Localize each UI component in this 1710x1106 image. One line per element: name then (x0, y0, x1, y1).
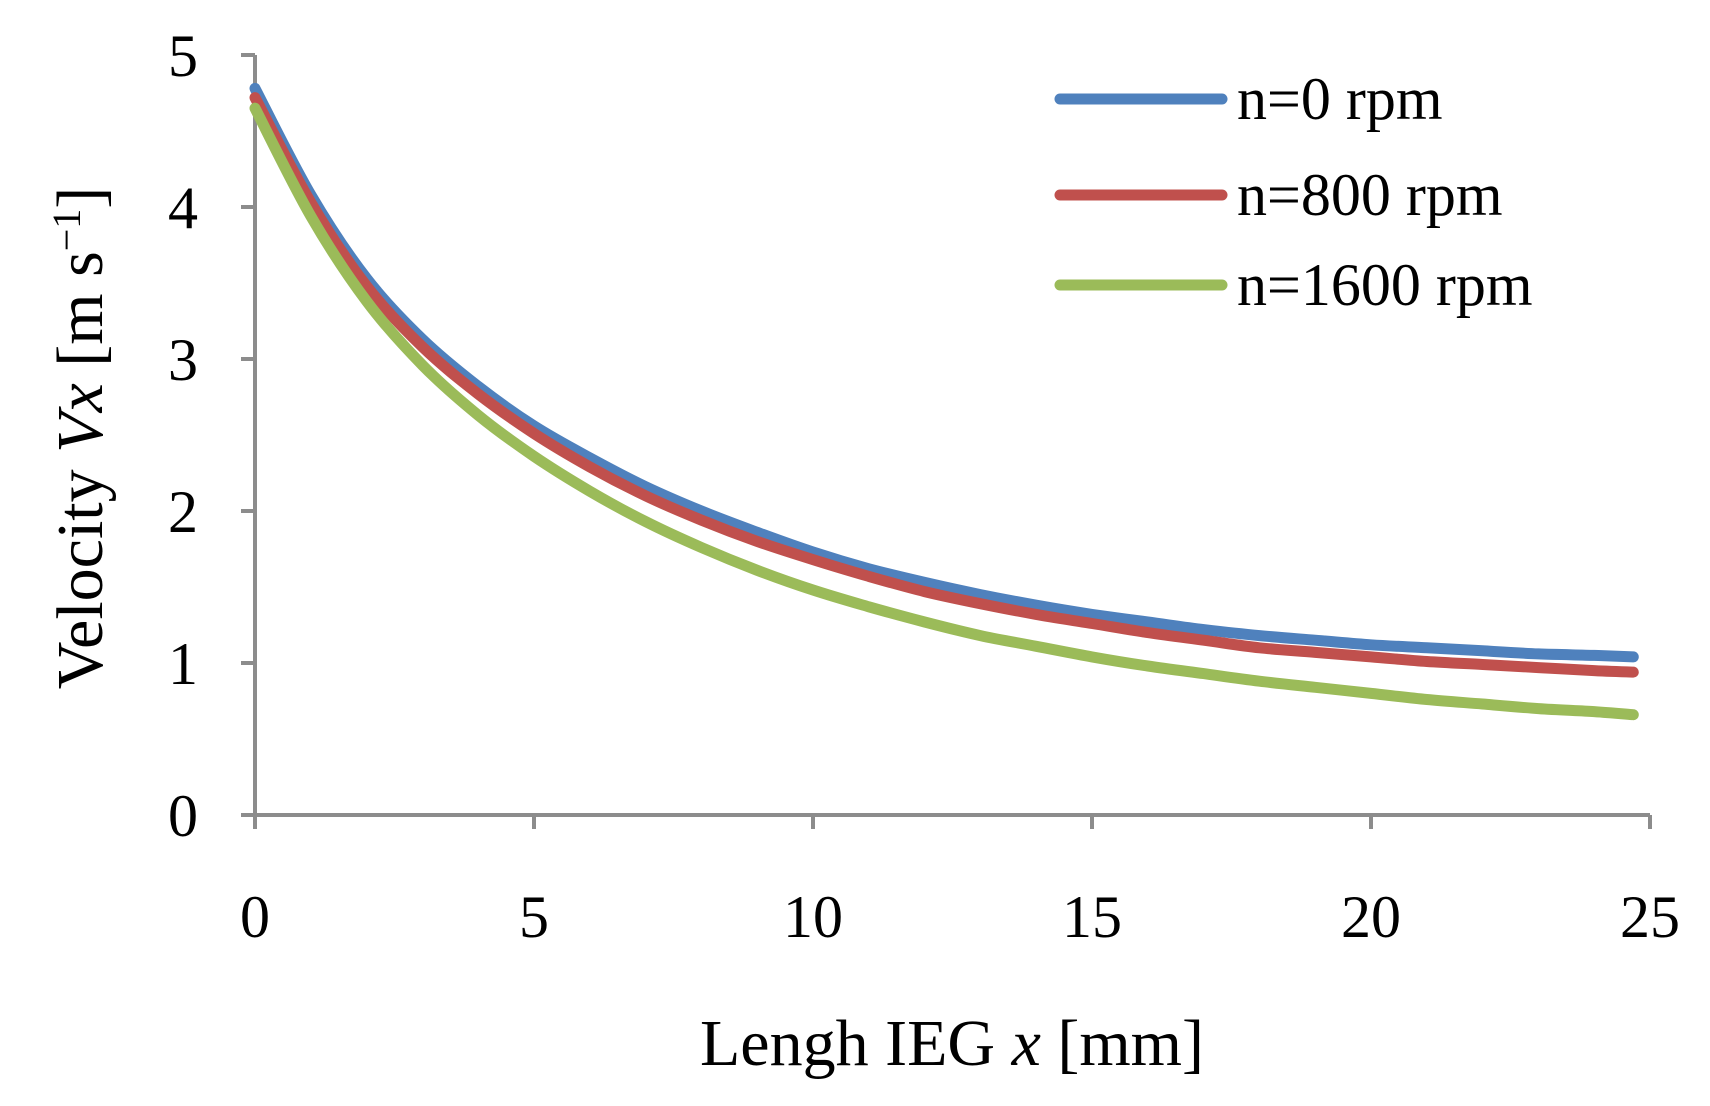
series-layer (249, 82, 1639, 721)
x-axis-title: Lengh IEG x [mm] (700, 1007, 1204, 1080)
axes (241, 53, 1652, 829)
series-line-3 (249, 102, 1639, 721)
y-axis-title: Velocity Vx [m s−1] (44, 187, 118, 690)
x-tick-label: 0 (240, 884, 270, 950)
legend: n=0 rpm n=800 rpm n=1600 rpm (1054, 66, 1533, 318)
y-tick-label: 0 (168, 783, 198, 849)
x-tick-label: 20 (1341, 884, 1401, 950)
x-tick-label: 25 (1620, 884, 1680, 950)
x-tick-label: 10 (783, 884, 843, 950)
legend-label-2: n=800 rpm (1237, 162, 1503, 228)
legend-label-1: n=0 rpm (1237, 66, 1443, 132)
y-tick-label: 2 (168, 479, 198, 545)
y-tick-label: 4 (168, 175, 198, 241)
y-tick-label: 3 (168, 327, 198, 393)
series-line-2 (249, 92, 1639, 678)
y-tick-label: 1 (168, 631, 198, 697)
x-tick-label: 15 (1062, 884, 1122, 950)
tick-labels: 0 1 2 3 4 5 0 5 10 15 20 25 (168, 23, 1680, 950)
legend-label-3: n=1600 rpm (1237, 252, 1533, 318)
series-line-1 (249, 82, 1639, 663)
y-tick-label: 5 (168, 23, 198, 89)
x-tick-label: 5 (519, 884, 549, 950)
